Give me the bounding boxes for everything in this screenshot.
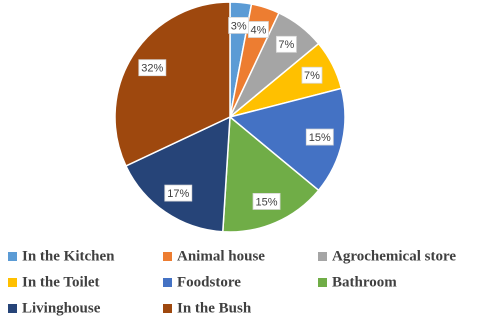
- label-box: [164, 184, 193, 202]
- legend-label: Foodstore: [177, 274, 241, 290]
- legend-swatch: [163, 278, 172, 287]
- data-label: 7%: [278, 39, 294, 51]
- legend-swatch: [318, 278, 327, 287]
- legend-label: Agrochemical store: [332, 248, 456, 264]
- legend-swatch: [163, 304, 172, 313]
- legend-label: In the Bush: [177, 300, 252, 316]
- legend-swatch: [8, 304, 17, 313]
- label-box: [138, 59, 167, 77]
- legend-label: In the Kitchen: [22, 248, 115, 264]
- data-label: 4%: [250, 24, 266, 36]
- pie-slice: [114, 1, 231, 167]
- pie-slice: [221, 115, 320, 233]
- data-label: 7%: [304, 70, 320, 82]
- label-box: [305, 128, 334, 146]
- label-box: [252, 193, 281, 210]
- label-box: [248, 21, 269, 38]
- data-label: 3%: [231, 20, 247, 32]
- data-label: 15%: [309, 132, 331, 144]
- legend-label: Livinghouse: [22, 300, 101, 316]
- data-label: 17%: [167, 188, 189, 200]
- data-label: 15%: [256, 196, 278, 208]
- pie-slice: [124, 115, 231, 233]
- legend-label: Animal house: [177, 248, 265, 264]
- legend-label: In the Toilet: [22, 274, 100, 290]
- legend-label: Bathroom: [332, 274, 397, 290]
- data-label: 32%: [141, 63, 163, 75]
- legend-swatch: [163, 252, 172, 261]
- label-box: [275, 35, 297, 53]
- legend-swatch: [8, 278, 17, 287]
- legend-swatch: [8, 252, 17, 261]
- legend-swatch: [318, 252, 327, 261]
- pie-slice: [228, 87, 346, 192]
- label-box: [301, 66, 323, 84]
